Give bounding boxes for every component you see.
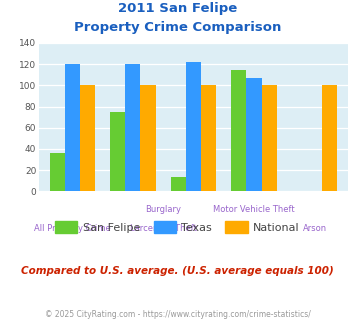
Bar (50, 153, 65, 191)
Bar (141, 85, 155, 191)
Text: © 2025 CityRating.com - https://www.cityrating.com/crime-statistics/: © 2025 CityRating.com - https://www.city… (45, 310, 310, 319)
Bar (262, 85, 277, 191)
Text: 2011 San Felipe: 2011 San Felipe (118, 2, 237, 15)
Bar (322, 85, 337, 191)
Legend: San Felipe, Texas, National: San Felipe, Texas, National (51, 217, 304, 237)
Text: Larceny & Theft: Larceny & Theft (130, 224, 197, 233)
Text: Property Crime Comparison: Property Crime Comparison (74, 21, 281, 34)
Bar (186, 62, 201, 191)
Bar (201, 85, 216, 191)
Bar (231, 71, 246, 191)
Bar (65, 64, 80, 191)
Bar (110, 112, 125, 191)
Text: Burglary: Burglary (145, 205, 181, 214)
Text: Compared to U.S. average. (U.S. average equals 100): Compared to U.S. average. (U.S. average … (21, 266, 334, 276)
Bar (171, 177, 186, 191)
Bar (80, 85, 95, 191)
Bar (246, 78, 262, 191)
Text: Arson: Arson (302, 224, 327, 233)
Bar (125, 64, 141, 191)
Text: All Property Crime: All Property Crime (34, 224, 111, 233)
Text: Motor Vehicle Theft: Motor Vehicle Theft (213, 205, 295, 214)
